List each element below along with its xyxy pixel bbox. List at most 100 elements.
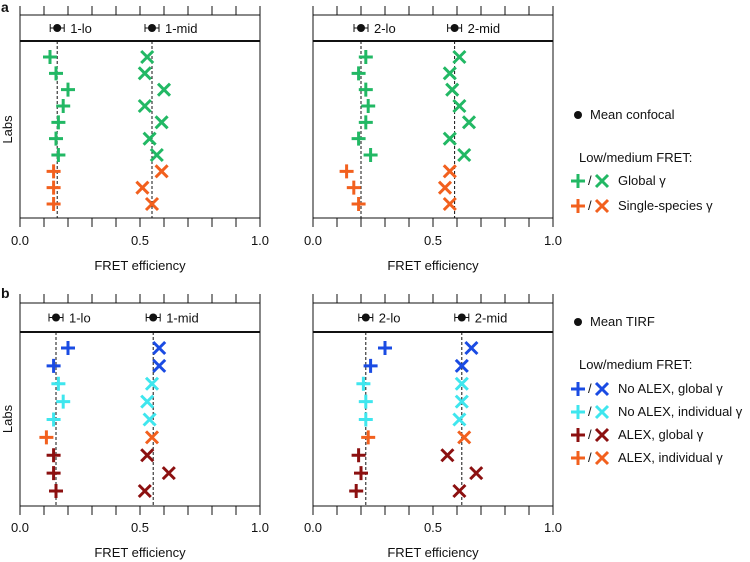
slash-separator: /	[588, 404, 592, 419]
mean-label: 1-mid	[165, 21, 198, 36]
cross-marker	[142, 412, 157, 427]
cross-icon	[594, 173, 610, 189]
legend-item-label: No ALEX, global γ	[618, 381, 723, 396]
legends: Mean confocal Low/medium FRET: / Global γ / S…	[571, 107, 743, 466]
cross-marker	[452, 98, 467, 114]
plus-marker	[363, 148, 378, 162]
cross-marker	[142, 131, 157, 146]
plus-marker	[61, 82, 75, 97]
mean-label: 2-lo	[374, 21, 396, 36]
cross-marker	[440, 448, 455, 463]
plus-marker	[46, 466, 61, 481]
cross-marker	[152, 358, 167, 373]
x-tick-label: 1.0	[544, 520, 562, 535]
x-tick-label: 0.0	[11, 233, 29, 248]
panel-label-b: b	[1, 285, 10, 301]
plus-marker	[363, 358, 378, 373]
legend-item-label: ALEX, individual γ	[618, 450, 723, 465]
cross-marker	[442, 196, 457, 212]
cross-marker	[469, 466, 484, 481]
cross-marker	[144, 430, 160, 445]
plot-b-2: 0.0 0.5 1.0 FRET efficiency 2-lo 2-mid	[304, 294, 562, 560]
mean-marker	[148, 24, 156, 32]
cross-marker	[135, 180, 150, 195]
cross-marker	[154, 115, 169, 130]
plus-marker	[39, 430, 54, 445]
plus-marker	[358, 82, 373, 97]
cross-marker	[140, 394, 155, 409]
cross-marker	[140, 448, 155, 463]
cross-marker	[154, 164, 169, 179]
cross-marker	[137, 98, 152, 114]
cross-icon	[594, 381, 610, 397]
plot-b-1: 0.0 0.5 1.0 FRET efficiency Labs 1-lo 1-mid	[0, 294, 269, 560]
plus-marker	[358, 412, 373, 427]
cross-marker	[454, 394, 469, 409]
plus-marker	[358, 394, 373, 409]
plus-marker	[56, 99, 71, 113]
cross-marker	[452, 483, 467, 499]
legend-item-label: Global γ	[618, 173, 666, 188]
plus-marker	[361, 430, 376, 445]
plus-marker	[46, 358, 61, 373]
cross-marker	[442, 66, 457, 81]
plus-marker	[378, 341, 392, 355]
x-tick-label: 0.0	[304, 520, 322, 535]
x-tick-label: 0.5	[424, 520, 442, 535]
plus-marker	[51, 115, 66, 130]
plus-marker	[351, 197, 366, 211]
plus-marker	[354, 466, 368, 481]
plus-marker	[61, 341, 75, 355]
cross-marker	[442, 164, 457, 179]
cross-marker	[149, 147, 164, 163]
cross-marker	[137, 483, 152, 499]
plus-marker	[56, 394, 71, 409]
slash-separator: /	[588, 173, 592, 188]
plus-marker	[351, 448, 366, 463]
cross-marker	[452, 412, 467, 427]
legend-item-label: No ALEX, individual γ	[618, 404, 743, 419]
cross-marker	[144, 376, 160, 391]
x-tick-label: 0.0	[304, 233, 322, 248]
plot-a-1: 0.0 0.5 1.0 FRET efficiency Labs 1-lo 1-mid	[0, 6, 269, 273]
cross-marker	[464, 340, 479, 356]
slash-separator: /	[588, 427, 592, 442]
legend-a: Mean confocal Low/medium FRET: / Global γ / S…	[571, 107, 713, 214]
plus-marker	[349, 484, 364, 498]
plus-marker	[46, 448, 61, 463]
legend-heading: Low/medium FRET:	[579, 150, 692, 165]
cross-icon	[594, 450, 610, 466]
plus-marker	[49, 484, 63, 498]
cross-marker	[437, 180, 453, 195]
mean-label: 2-lo	[379, 311, 401, 326]
legend-mean-label: Mean TIRF	[590, 314, 655, 329]
mean-label: 1-lo	[69, 311, 91, 326]
mean-marker	[361, 313, 370, 322]
legend-item-label: Single-species γ	[618, 198, 713, 213]
legend-b: Mean TIRF Low/medium FRET: / No ALEX, globa…	[571, 314, 743, 466]
cross-marker	[454, 358, 469, 373]
mean-marker	[450, 24, 459, 32]
mean-label: 2-mid	[475, 311, 508, 326]
plus-marker	[46, 164, 61, 179]
x-axis-label: FRET efficiency	[94, 545, 186, 560]
cross-marker	[152, 340, 167, 356]
plus-marker	[46, 197, 61, 211]
mean-marker	[457, 313, 466, 322]
cross-marker	[140, 49, 155, 65]
plus-icon	[571, 451, 585, 465]
mean-marker	[53, 24, 62, 32]
plus-marker	[351, 66, 366, 81]
plus-marker	[361, 99, 376, 113]
cross-icon	[594, 198, 610, 214]
mean-marker	[52, 313, 60, 322]
mean-marker-icon	[574, 111, 582, 119]
x-tick-label: 1.0	[251, 233, 269, 248]
plus-marker	[51, 376, 66, 391]
plus-marker	[49, 66, 63, 81]
plus-marker	[358, 50, 373, 64]
mean-label: 1-lo	[70, 21, 92, 36]
slash-separator: /	[588, 381, 592, 396]
plus-marker	[43, 50, 57, 64]
